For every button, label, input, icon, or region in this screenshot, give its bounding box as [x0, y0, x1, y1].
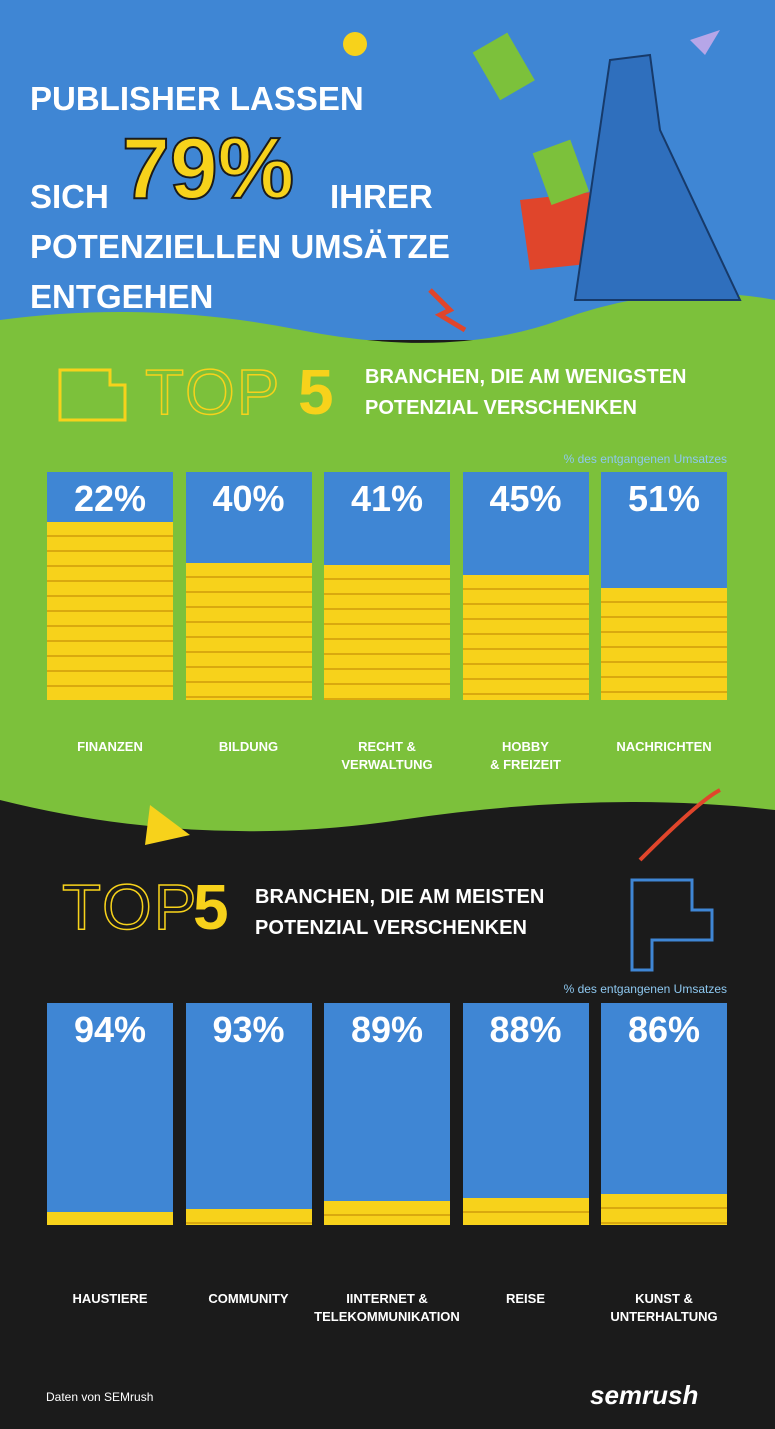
bar — [601, 472, 727, 589]
header-line: PUBLISHER LASSEN — [30, 80, 364, 117]
coin-stack — [324, 565, 450, 700]
value-label: 94% — [73, 1009, 147, 1050]
bar — [185, 472, 312, 564]
bar — [462, 1003, 589, 1199]
header-line: POTENZIELLEN UMSÄTZE — [30, 228, 450, 265]
category-label: REISE — [505, 1291, 545, 1306]
value-label: 86% — [627, 1009, 701, 1050]
value-label: 93% — [212, 1009, 285, 1050]
bar — [47, 472, 173, 523]
category-label: HOBBY & FREIZEIT — [490, 739, 561, 772]
rank: 5 — [193, 871, 229, 943]
header-line: SICH — [30, 178, 109, 215]
bar — [47, 1003, 173, 1212]
source: Daten von SEMrush — [46, 1390, 154, 1404]
category-label: KUNST & UNTERHALTUNG — [610, 1291, 718, 1324]
column: 51% — [601, 472, 727, 700]
category-label: RECHT & VERWALTUNG — [341, 739, 433, 772]
category-label: BILDUNG — [218, 739, 279, 754]
coin-stack — [462, 574, 589, 700]
bar — [462, 472, 589, 575]
coin-stack — [601, 588, 727, 700]
bar — [324, 472, 450, 566]
logo: semrush — [590, 1380, 699, 1410]
category-label: HAUSTIERE — [72, 1291, 148, 1306]
column: 86% — [601, 1003, 727, 1225]
column: 89% — [324, 1003, 450, 1225]
coin-stack — [324, 1200, 450, 1225]
y-axis-label: % des entgangenen Umsatzes — [563, 452, 727, 466]
bar — [601, 1003, 727, 1194]
value-label: 40% — [212, 478, 285, 519]
bar — [185, 1003, 312, 1210]
rank-label: TOP — [144, 355, 282, 429]
value-label: 89% — [350, 1009, 424, 1050]
chart-title: BRANCHEN, DIE AM WENIGSTEN POTENZIAL VER… — [365, 366, 687, 419]
header-highlight: 79% — [121, 120, 295, 218]
coin-stack — [601, 1193, 727, 1225]
category-label: COMMUNITY — [208, 1291, 289, 1306]
bar — [324, 1003, 450, 1201]
header-line: IHRER — [330, 178, 433, 215]
value-label: 22% — [73, 478, 147, 519]
rank-label: TOP — [61, 870, 199, 944]
chart-title: BRANCHEN, DIE AM MEISTEN POTENZIAL VERSC… — [255, 886, 545, 939]
header-line: ENTGEHEN — [30, 278, 214, 315]
value-label: 88% — [489, 1009, 562, 1050]
coin-stack — [47, 1211, 173, 1225]
value-label: 41% — [350, 478, 424, 519]
category-label: FINANZEN — [77, 739, 143, 754]
column: 94% — [47, 1003, 173, 1225]
rank: 5 — [298, 356, 334, 428]
column: 22% — [47, 472, 173, 700]
coin-stack — [47, 522, 173, 700]
value-label: 45% — [489, 478, 562, 519]
column: 41% — [324, 472, 450, 700]
column: 88% — [462, 1003, 589, 1225]
category-label: IINTERNET & TELEKOMMUNIKATION — [314, 1291, 460, 1324]
coin-stack — [185, 1209, 312, 1225]
coin-stack — [185, 563, 312, 700]
coin-stack — [462, 1198, 589, 1225]
column: 45% — [462, 472, 589, 700]
value-label: 51% — [627, 478, 701, 519]
category-label: NACHRICHTEN — [616, 739, 712, 754]
y-axis-label: % des entgangenen Umsatzes — [563, 982, 727, 996]
column: 93% — [185, 1003, 312, 1225]
column: 40% — [185, 472, 312, 700]
